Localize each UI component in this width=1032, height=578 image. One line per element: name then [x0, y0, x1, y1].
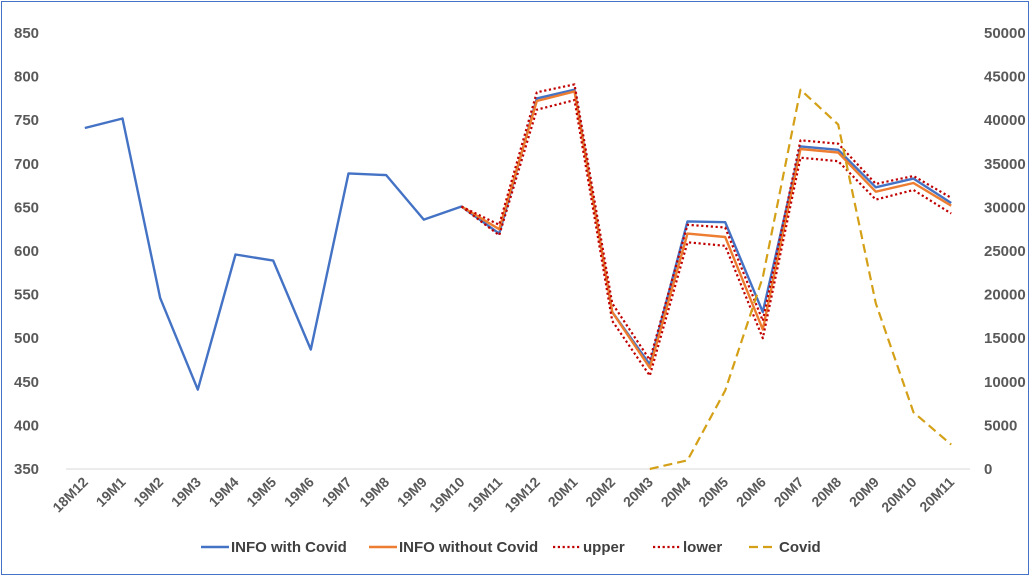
x-tick-label: 19M5	[243, 474, 279, 510]
x-tick-label: 20M1	[545, 474, 581, 510]
x-tick-label: 19M2	[130, 474, 166, 510]
y-right-tick-label: 0	[984, 461, 992, 478]
x-tick-label: 20M10	[878, 474, 920, 516]
y-right-tick-label: 50000	[984, 25, 1026, 42]
x-tick-label: 20M5	[695, 474, 731, 510]
x-tick-label: 20M3	[620, 474, 656, 510]
y-left-tick-label: 350	[14, 461, 39, 478]
legend: INFO with Covid INFO without Covid upper lo…	[201, 539, 821, 556]
series-group	[84, 83, 952, 471]
y-right-tick-label: 30000	[984, 199, 1026, 216]
y-right-tick-label: 45000	[984, 69, 1026, 86]
x-tick-label: 20M8	[808, 474, 844, 510]
y-right-tick-label: 25000	[984, 243, 1026, 260]
series-line-covid	[649, 88, 952, 471]
x-tick-label: 20M9	[846, 474, 882, 510]
legend-label: Covid	[779, 539, 821, 556]
x-tick-label: 19M3	[168, 474, 204, 510]
series-line-lower	[460, 98, 952, 377]
x-tick-label: 19M1	[93, 474, 129, 510]
x-tick-label: 19M8	[356, 474, 392, 510]
legend-label: upper	[583, 539, 625, 556]
legend-label: INFO with Covid	[231, 539, 347, 556]
x-tick-label: 20M11	[916, 474, 957, 515]
x-tick-label: 19M7	[319, 474, 355, 510]
y-left-tick-label: 850	[14, 25, 39, 42]
y-right-tick-label: 5000	[984, 417, 1017, 434]
x-tick-label: 19M11	[464, 474, 505, 515]
x-tick-label: 20M4	[658, 474, 694, 510]
y-left-tick-label: 800	[14, 69, 39, 86]
y-left-tick-label: 400	[14, 417, 39, 434]
y-left-tick-label: 500	[14, 330, 39, 347]
y-left-tick-label: 450	[14, 374, 39, 391]
y-right-tick-label: 15000	[984, 330, 1026, 347]
x-tick-label: 19M4	[206, 474, 242, 510]
x-tick-label: 19M6	[281, 474, 317, 510]
x-tick-label: 19M9	[394, 474, 430, 510]
series-line-info-with-covid	[84, 88, 952, 391]
legend-label: lower	[683, 539, 722, 556]
y-right-tick-label: 20000	[984, 287, 1026, 304]
y-left-tick-label: 700	[14, 156, 39, 173]
series-line-upper	[461, 83, 952, 362]
x-tick-label: 19M10	[426, 474, 468, 516]
y-left-tick-label: 600	[14, 243, 39, 260]
x-tick-label: 20M7	[771, 474, 807, 510]
axes: 350 400 450 500 550 600 650 700 750 800 850 0 5000 10…	[14, 25, 1026, 515]
y-right-tick-label: 10000	[984, 374, 1026, 391]
x-tick-label: 19M12	[501, 474, 543, 516]
x-tick-label: 20M2	[582, 474, 618, 510]
series-line-info-without-covid	[460, 90, 952, 369]
y-right-tick-label: 35000	[984, 156, 1026, 173]
y-left-tick-label: 650	[14, 199, 39, 216]
x-tick-label: 20M6	[733, 474, 769, 510]
y-left-tick-label: 750	[14, 112, 39, 129]
legend-label: INFO without Covid	[399, 539, 538, 556]
x-tick-label: 18M12	[49, 474, 91, 516]
y-right-tick-label: 40000	[984, 112, 1026, 129]
y-left-tick-label: 550	[14, 287, 39, 304]
